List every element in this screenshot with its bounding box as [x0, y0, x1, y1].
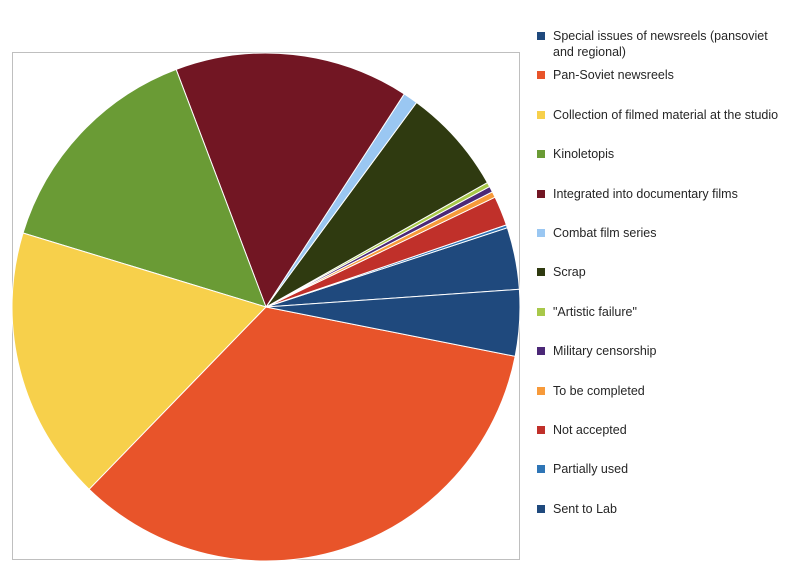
- legend-label: Scrap: [553, 265, 586, 280]
- legend-item-kinoletopis: Kinoletopis: [536, 146, 788, 185]
- legend-label: Partially used: [553, 462, 629, 477]
- legend-label: To be completed: [553, 383, 645, 398]
- legend-label: "Artistic failure": [553, 304, 637, 319]
- legend-label: Not accepted: [553, 422, 627, 437]
- legend-swatch: [537, 150, 545, 159]
- legend-swatch: [537, 32, 545, 40]
- legend-item-artistic-failure: "Artistic failure": [536, 304, 788, 343]
- legend-label: Sent to Lab: [553, 501, 617, 516]
- pie-slice-special-issues-of-newsreels-pansoviet-and-regional: [265, 288, 521, 357]
- legend-item-partially-used: Partially used: [536, 461, 788, 500]
- pie-slice-scrap: [265, 101, 489, 308]
- legend-label: Special issues of newsreels (pansoviet a…: [553, 29, 768, 59]
- legend-swatch: [537, 386, 545, 395]
- legend-swatch: [537, 307, 545, 316]
- legend-swatch: [537, 110, 545, 119]
- legend: Special issues of newsreels (pansoviet a…: [536, 28, 788, 540]
- legend-swatch: [537, 465, 545, 474]
- legend-swatch: [537, 268, 545, 277]
- legend-label: Pan-Soviet newsreels: [553, 68, 674, 83]
- legend-swatch: [537, 71, 545, 80]
- legend-label: Collection of filmed material at the stu…: [553, 107, 779, 122]
- legend-item-military-censorship: Military censorship: [536, 343, 788, 382]
- legend-swatch: [537, 347, 545, 356]
- legend-swatch: [537, 189, 545, 198]
- legend-swatch: [537, 425, 545, 434]
- legend-item-to-be-completed: To be completed: [536, 383, 788, 422]
- pie-slice-kinoletopis: [22, 68, 267, 308]
- legend-item-collection-filmed-material: Collection of filmed material at the stu…: [536, 107, 788, 146]
- legend-swatch: [537, 228, 545, 237]
- pie-slice-pan-soviet-newsreels: [88, 306, 516, 562]
- legend-label: Kinoletopis: [553, 147, 615, 162]
- legend-label: Integrated into documentary films: [553, 186, 738, 201]
- legend-item-pan-soviet-newsreels: Pan-Soviet newsreels: [536, 67, 788, 106]
- legend-item-scrap: Scrap: [536, 264, 788, 303]
- legend-label: Military censorship: [553, 344, 657, 359]
- pie-slice-collection-of-filmed-material-at-the-studio: [11, 232, 267, 491]
- pie-slice-integrated-into-documentary-films: [175, 52, 405, 309]
- legend-swatch: [537, 504, 545, 513]
- legend-item-special-issues: Special issues of newsreels (pansoviet a…: [536, 28, 788, 67]
- legend-item-documentary-films: Integrated into documentary films: [536, 186, 788, 225]
- legend-item-not-accepted: Not accepted: [536, 422, 788, 461]
- legend-item-combat-film-series: Combat film series: [536, 225, 788, 264]
- legend-item-sent-to-lab: Sent to Lab: [536, 501, 788, 540]
- legend-label: Combat film series: [553, 225, 657, 240]
